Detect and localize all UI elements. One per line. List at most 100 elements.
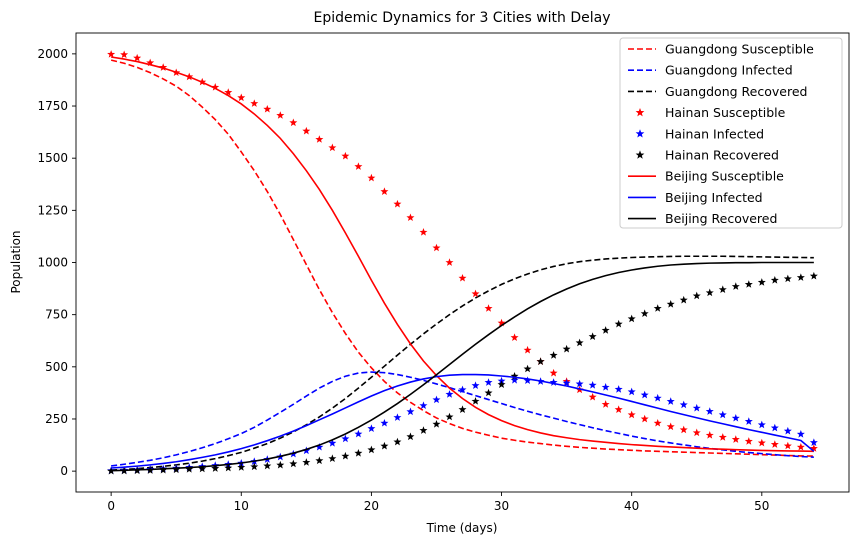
data-point: [354, 429, 363, 438]
data-point: [757, 278, 766, 286]
data-point: [263, 461, 272, 470]
legend-label: Hainan Infected: [665, 126, 764, 141]
legend: Guangdong Susceptible Guangdong Infected G…: [619, 37, 843, 229]
data-point: [484, 378, 493, 386]
data-point: [588, 332, 597, 340]
data-point: [614, 405, 623, 413]
data-point: [497, 380, 506, 388]
data-point: [328, 143, 337, 152]
data-point: [744, 437, 753, 445]
legend-item: Hainan Recovered: [635, 148, 779, 163]
data-point: [783, 426, 792, 435]
data-point: [601, 400, 610, 408]
y-tick-label: 250: [45, 412, 68, 426]
data-point: [575, 379, 584, 388]
data-point: [588, 392, 597, 401]
data-point: [562, 344, 571, 353]
data-point: [809, 438, 818, 446]
data-point: [666, 300, 675, 308]
data-point: [549, 368, 558, 377]
data-point: [302, 446, 311, 455]
data-point: [562, 378, 571, 387]
data-point: [419, 426, 428, 434]
data-point: [406, 432, 415, 441]
data-point: [718, 433, 727, 441]
data-point: [796, 442, 805, 451]
data-point: [328, 438, 337, 447]
data-point: [406, 407, 415, 416]
data-point: [510, 333, 519, 342]
data-point: [770, 276, 779, 284]
x-tick-label: 10: [234, 499, 249, 513]
data-point: [354, 162, 363, 170]
plot-area: [107, 50, 818, 475]
data-point: [705, 431, 714, 439]
legend-item: Hainan Susceptible: [635, 105, 786, 120]
series-line: [110, 59, 814, 457]
legend-marker: [635, 108, 645, 117]
series-line: [111, 255, 814, 471]
data-point: [289, 459, 298, 468]
legend-label: Guangdong Recovered: [665, 84, 807, 99]
series-guangdong-susceptible: [110, 59, 814, 457]
legend-item: Beijing Infected: [628, 190, 763, 205]
data-point: [406, 213, 415, 222]
data-point: [367, 424, 376, 432]
data-point: [172, 465, 181, 474]
data-point: [718, 410, 727, 419]
data-point: [237, 463, 246, 471]
data-point: [809, 444, 818, 452]
data-point: [341, 451, 350, 460]
data-point: [133, 53, 142, 62]
x-tick-label: 20: [364, 499, 379, 513]
y-tick-label: 750: [45, 308, 68, 322]
data-point: [718, 285, 727, 294]
data-point: [523, 345, 532, 354]
data-point: [484, 388, 493, 397]
x-tick-label: 30: [494, 499, 509, 513]
series-beijing-recovered: [111, 261, 814, 472]
data-point: [380, 441, 389, 450]
data-point: [159, 63, 168, 71]
data-point: [731, 413, 740, 422]
data-point: [575, 338, 584, 347]
y-tick-label: 1750: [37, 99, 68, 113]
data-point: [640, 309, 649, 318]
data-point: [263, 104, 272, 113]
data-point: [679, 425, 688, 434]
data-point: [393, 199, 402, 208]
data-point: [484, 304, 493, 312]
data-point: [250, 99, 259, 107]
data-point: [367, 173, 376, 182]
y-tick-label: 1250: [37, 203, 68, 217]
data-point: [705, 407, 714, 415]
data-point: [523, 364, 532, 373]
data-point: [601, 326, 610, 334]
y-tick-label: 1500: [37, 151, 68, 165]
legend-label: Guangdong Infected: [665, 63, 793, 78]
data-point: [627, 410, 636, 419]
legend-label: Beijing Recovered: [665, 211, 777, 226]
data-point: [796, 430, 805, 438]
data-point: [432, 395, 441, 404]
data-point: [146, 58, 155, 67]
data-point: [471, 397, 480, 405]
y-tick-label: 1000: [37, 256, 68, 270]
legend-label: Beijing Infected: [665, 190, 763, 205]
data-point: [601, 383, 610, 391]
data-point: [315, 135, 324, 143]
data-point: [276, 111, 285, 119]
data-point: [419, 228, 428, 236]
data-point: [471, 289, 480, 298]
x-axis-label: Time (days): [426, 521, 498, 535]
data-point: [757, 438, 766, 447]
data-point: [198, 464, 207, 473]
data-point: [276, 460, 285, 469]
legend-item: Beijing Susceptible: [628, 169, 784, 184]
series-guangdong-recovered: [111, 255, 814, 471]
data-point: [744, 417, 753, 425]
series-beijing-susceptible: [111, 56, 814, 453]
series-line: [111, 261, 814, 472]
data-point: [159, 465, 168, 474]
data-point: [445, 390, 454, 398]
